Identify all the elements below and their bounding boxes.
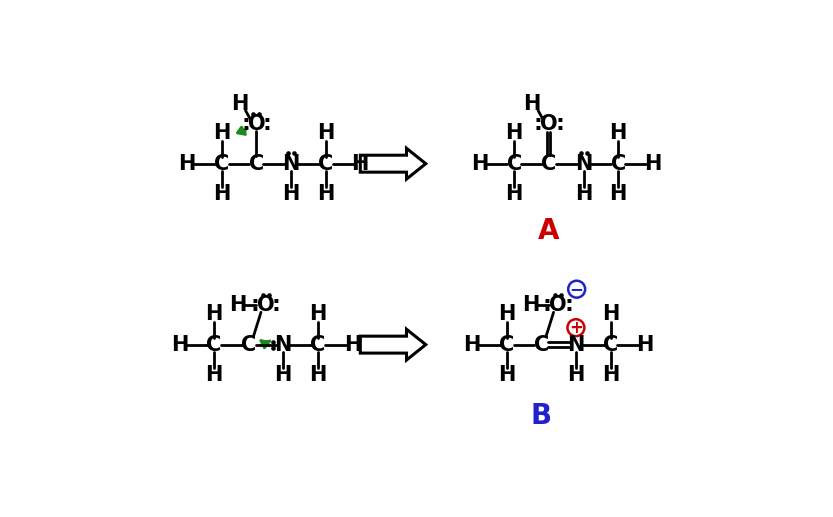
Text: C: C xyxy=(214,154,229,174)
Text: −: − xyxy=(570,280,584,298)
Text: H: H xyxy=(523,95,541,114)
Text: C: C xyxy=(534,334,549,355)
Text: O: O xyxy=(540,114,558,133)
Text: N: N xyxy=(575,154,592,174)
Text: :: : xyxy=(543,295,551,314)
Text: H: H xyxy=(506,185,523,205)
Text: C: C xyxy=(499,334,514,355)
Text: N: N xyxy=(282,154,300,174)
Text: C: C xyxy=(241,334,257,355)
Text: O: O xyxy=(247,114,265,133)
Text: H: H xyxy=(344,334,362,355)
Text: H: H xyxy=(644,154,661,174)
Text: H: H xyxy=(498,366,516,386)
Text: H: H xyxy=(213,123,231,143)
Text: H: H xyxy=(275,366,292,386)
Text: C: C xyxy=(506,154,522,174)
Text: :: : xyxy=(262,114,272,133)
Text: H: H xyxy=(205,304,222,324)
Text: :: : xyxy=(534,114,542,133)
Text: H: H xyxy=(521,295,539,314)
Text: H: H xyxy=(636,334,654,355)
Text: C: C xyxy=(603,334,618,355)
FancyArrowPatch shape xyxy=(261,341,270,348)
Text: H: H xyxy=(506,123,523,143)
Text: C: C xyxy=(318,154,333,174)
Text: C: C xyxy=(611,154,626,174)
Text: O: O xyxy=(257,295,274,314)
Text: A: A xyxy=(538,218,560,246)
Text: H: H xyxy=(282,185,300,205)
Text: H: H xyxy=(602,304,619,324)
Text: :: : xyxy=(272,295,281,314)
Text: C: C xyxy=(249,154,264,174)
Text: H: H xyxy=(309,304,327,324)
Text: H: H xyxy=(498,304,516,324)
Text: C: C xyxy=(541,154,556,174)
Text: H: H xyxy=(610,123,627,143)
Text: N: N xyxy=(275,334,292,355)
Text: :: : xyxy=(565,295,573,314)
Text: H: H xyxy=(231,95,248,114)
Text: :: : xyxy=(556,114,564,133)
Text: :: : xyxy=(251,295,259,314)
Text: H: H xyxy=(229,295,247,314)
Text: B: B xyxy=(531,402,551,430)
Text: H: H xyxy=(309,366,327,386)
FancyArrowPatch shape xyxy=(237,127,246,134)
Text: H: H xyxy=(317,123,334,143)
Text: H: H xyxy=(352,154,369,174)
Text: C: C xyxy=(207,334,222,355)
Text: H: H xyxy=(317,185,334,205)
Text: H: H xyxy=(602,366,619,386)
Text: :: : xyxy=(241,114,250,133)
Text: H: H xyxy=(213,185,231,205)
Text: H: H xyxy=(575,185,592,205)
Text: H: H xyxy=(463,334,481,355)
Text: H: H xyxy=(205,366,222,386)
Text: H: H xyxy=(171,334,188,355)
Text: H: H xyxy=(178,154,196,174)
Text: H: H xyxy=(567,366,585,386)
Text: H: H xyxy=(471,154,488,174)
Text: H: H xyxy=(610,185,627,205)
Text: C: C xyxy=(311,334,326,355)
Text: N: N xyxy=(567,334,585,355)
Text: O: O xyxy=(550,295,567,314)
Text: +: + xyxy=(569,318,583,337)
